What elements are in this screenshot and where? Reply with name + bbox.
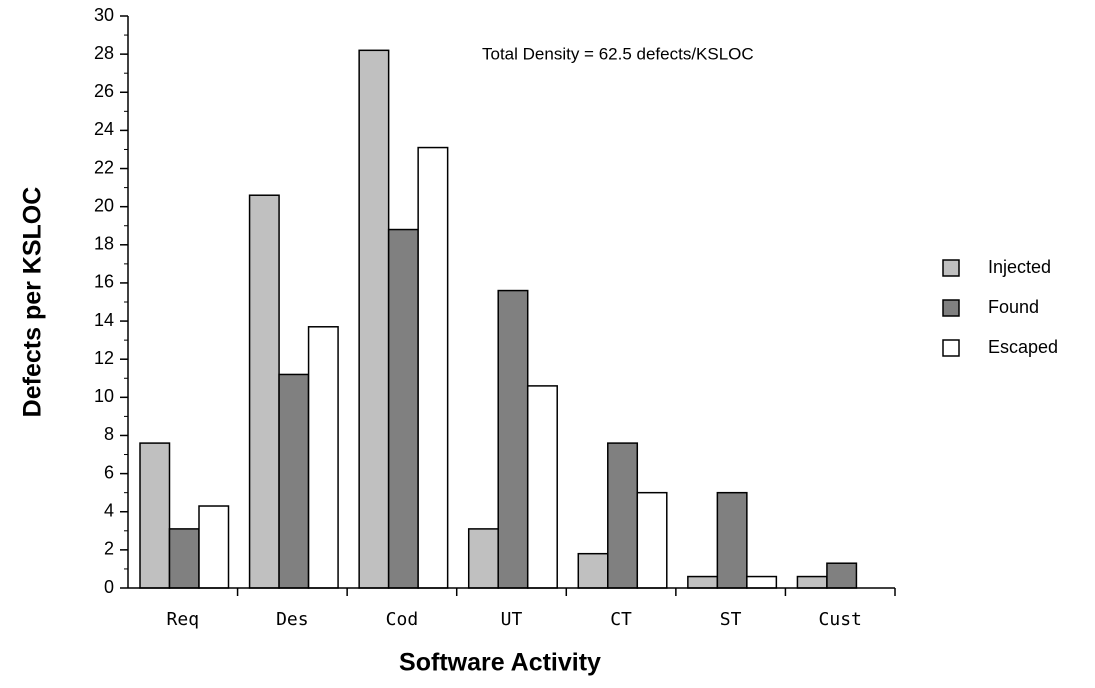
bar: [526, 385, 558, 589]
x-tick-label: Cust: [819, 609, 862, 630]
x-tick-label: Req: [167, 609, 200, 630]
legend-swatch: [942, 299, 960, 317]
y-tick-label: 18: [94, 234, 114, 254]
bar: [467, 528, 499, 589]
y-tick-label: 8: [104, 424, 114, 444]
bar: [387, 228, 419, 589]
y-tick-label: 6: [104, 462, 114, 482]
bar: [826, 562, 858, 589]
x-tick-label: CT: [610, 609, 632, 630]
bar: [358, 49, 390, 589]
bar: [417, 146, 449, 589]
bar: [139, 442, 171, 589]
y-axis-title: Defects per KSLOC: [19, 187, 47, 418]
legend-swatch: [942, 259, 960, 277]
y-tick-label: 10: [94, 386, 114, 406]
y-tick-label: 28: [94, 43, 114, 63]
bar: [796, 575, 828, 589]
bar: [248, 194, 280, 589]
legend-swatch: [942, 339, 960, 357]
x-tick-label: Des: [276, 609, 309, 630]
bar: [307, 326, 339, 589]
bar: [278, 373, 310, 589]
y-tick-label: 2: [104, 539, 114, 559]
legend-label: Found: [988, 297, 1039, 317]
bar: [497, 289, 529, 589]
y-tick-label: 26: [94, 81, 114, 101]
bar: [716, 491, 748, 589]
y-tick-label: 30: [94, 5, 114, 25]
bar: [687, 575, 719, 589]
bar: [746, 575, 778, 589]
bar: [168, 528, 200, 589]
bar: [636, 491, 668, 589]
x-tick-label: UT: [501, 609, 523, 630]
y-tick-label: 12: [94, 348, 114, 368]
annotation: Total Density = 62.5 defects/KSLOC: [482, 44, 754, 63]
y-tick-label: 22: [94, 157, 114, 177]
y-tick-label: 14: [94, 310, 114, 330]
y-tick-label: 24: [94, 119, 114, 139]
bar: [198, 505, 230, 589]
bar: [577, 552, 609, 589]
x-tick-label: Cod: [386, 609, 419, 630]
y-tick-label: 0: [104, 577, 114, 597]
y-tick-label: 20: [94, 195, 114, 215]
y-tick-label: 4: [104, 500, 114, 520]
x-axis-title: Software Activity: [399, 649, 601, 677]
x-tick-label: ST: [720, 609, 742, 630]
y-tick-label: 16: [94, 272, 114, 292]
legend-label: Injected: [988, 257, 1051, 277]
bar: [607, 442, 639, 589]
legend-label: Escaped: [988, 337, 1058, 357]
